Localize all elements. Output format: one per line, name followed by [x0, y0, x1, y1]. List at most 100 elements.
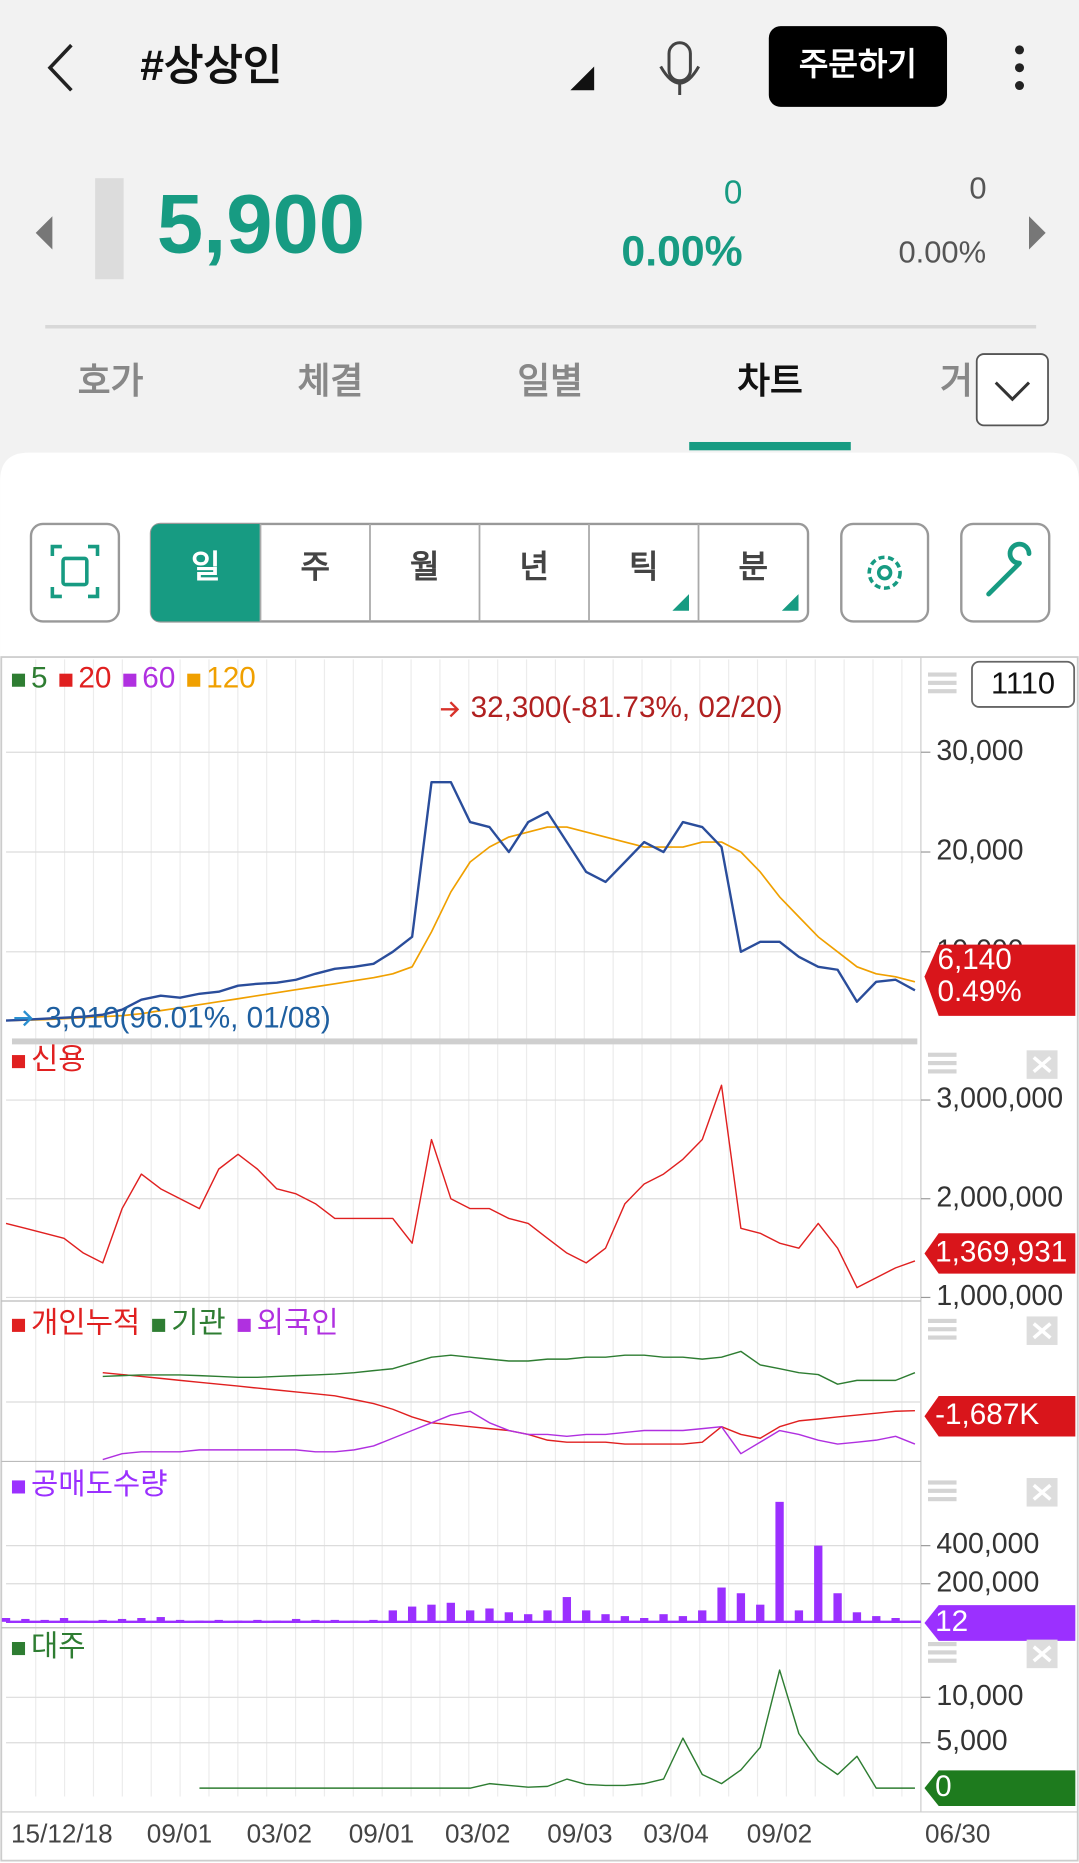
panel-menu[interactable]: [928, 1497, 957, 1502]
low-label: 3,010(96.01%, 01/08): [45, 1001, 331, 1034]
more-menu[interactable]: [1014, 63, 1025, 73]
tab[interactable]: 호가: [78, 361, 144, 401]
last-price: 6,140: [938, 943, 1012, 976]
panel-menu[interactable]: [928, 1327, 957, 1332]
period-button[interactable]: 주: [300, 549, 330, 585]
short-bar: [21, 1618, 30, 1622]
lending-line: [199, 1669, 915, 1789]
credit-line: [5, 1084, 916, 1289]
last-value-badge: [924, 1233, 1076, 1274]
legend-swatch: [11, 673, 26, 687]
short-bar: [756, 1604, 765, 1622]
last-value-badge: [924, 1396, 1076, 1437]
order-button[interactable]: [768, 26, 948, 107]
legend-swatch: [59, 673, 73, 687]
short-bar: [504, 1612, 513, 1622]
panel-menu[interactable]: [928, 1642, 957, 1647]
panel-menu[interactable]: [928, 1069, 957, 1074]
chart-frame: [0, 656, 1079, 1862]
title-dropdown[interactable]: [570, 66, 595, 91]
panel-menu[interactable]: [928, 672, 957, 677]
period-button[interactable]: 월: [410, 549, 440, 585]
period-active: [150, 523, 261, 622]
tab[interactable]: 체결: [298, 361, 364, 401]
tab-more-button[interactable]: [975, 353, 1049, 427]
short-bar: [137, 1618, 146, 1622]
y-tick-label: 400,000: [936, 1528, 1039, 1560]
short-bar: [156, 1617, 165, 1622]
price-change-rate: 0.00%: [621, 228, 742, 276]
panel-menu[interactable]: [928, 1061, 957, 1066]
panel-menu[interactable]: [928, 1658, 957, 1663]
count-box[interactable]: [971, 660, 1076, 708]
legend-label: 외국인: [257, 1307, 339, 1340]
short-bar: [543, 1610, 552, 1622]
tab-more-chevron: [994, 381, 1031, 402]
prev-stock[interactable]: [35, 216, 53, 250]
short-bar: [117, 1618, 127, 1622]
panel-menu[interactable]: [928, 1488, 957, 1493]
x-tick-label: 03/04: [643, 1819, 708, 1849]
legend-swatch: [152, 1318, 166, 1332]
tools-button[interactable]: [960, 522, 1051, 623]
short-bar: [582, 1610, 591, 1622]
last-value-badge: [924, 1770, 1076, 1806]
short-bar: [678, 1616, 688, 1622]
panel-menu[interactable]: [928, 1335, 957, 1340]
tab[interactable]: 거: [940, 361, 973, 401]
y-tick-label: 10,000: [936, 1680, 1023, 1712]
panel-menu[interactable]: [928, 680, 957, 685]
short-bar: [291, 1618, 301, 1622]
panel-menu[interactable]: [928, 1650, 957, 1655]
x-tick-label: 03/02: [445, 1819, 510, 1849]
period-button[interactable]: 일: [191, 549, 220, 585]
more-menu[interactable]: [1014, 81, 1025, 91]
last-value-badge: [924, 1605, 1076, 1641]
y-tick-label: 5,000: [936, 1725, 1007, 1757]
settings-button[interactable]: [840, 522, 930, 623]
short-bar: [465, 1610, 475, 1622]
more-menu[interactable]: [1014, 45, 1025, 55]
legend-swatch: [11, 1480, 26, 1494]
short-bar: [407, 1606, 417, 1622]
y-tick-label: 20,000: [936, 835, 1023, 867]
short-bar: [794, 1610, 804, 1622]
panel-menu[interactable]: [928, 1318, 957, 1323]
next-stock[interactable]: [1029, 216, 1046, 250]
period-button[interactable]: 분: [739, 549, 769, 585]
short-bar: [427, 1604, 436, 1622]
last-value-label: 12: [935, 1605, 968, 1638]
short-bar: [872, 1616, 881, 1622]
period-button[interactable]: 년: [520, 549, 550, 585]
short-bar: [814, 1545, 823, 1622]
legend-swatch: [11, 1318, 26, 1332]
panel-menu[interactable]: [928, 1052, 957, 1057]
tab[interactable]: 차트: [737, 361, 803, 401]
period-button[interactable]: 틱: [629, 549, 659, 585]
investor-line: [102, 1410, 916, 1461]
order-button-label[interactable]: 주문하기: [799, 46, 917, 82]
mic-button[interactable]: [659, 41, 700, 96]
stock-title[interactable]: #상상인: [140, 42, 282, 90]
panel-menu[interactable]: [928, 1480, 957, 1485]
back-button[interactable]: [47, 43, 73, 92]
mic-icon: [659, 65, 700, 96]
high-label: 32,300(-81.73%, 02/20): [471, 691, 783, 724]
short-bar: [1, 1618, 11, 1622]
legend-swatch: [11, 1642, 26, 1656]
x-tick-label: 06/30: [925, 1819, 990, 1849]
legend-label: 기관: [171, 1307, 226, 1340]
count-box-label[interactable]: 1110: [991, 666, 1055, 701]
panel-close-x: [1032, 1483, 1052, 1501]
legend-swatch: [187, 673, 201, 687]
short-bar: [388, 1610, 397, 1622]
y-tick-label: 200,000: [936, 1566, 1039, 1598]
short-bar: [852, 1612, 862, 1622]
fullscreen-icon: [50, 544, 100, 599]
tab[interactable]: 일별: [517, 361, 583, 401]
last-value-label: 0: [935, 1770, 952, 1803]
short-bar: [601, 1614, 610, 1622]
panel-menu[interactable]: [928, 689, 957, 694]
fullscreen-button[interactable]: [29, 522, 121, 623]
